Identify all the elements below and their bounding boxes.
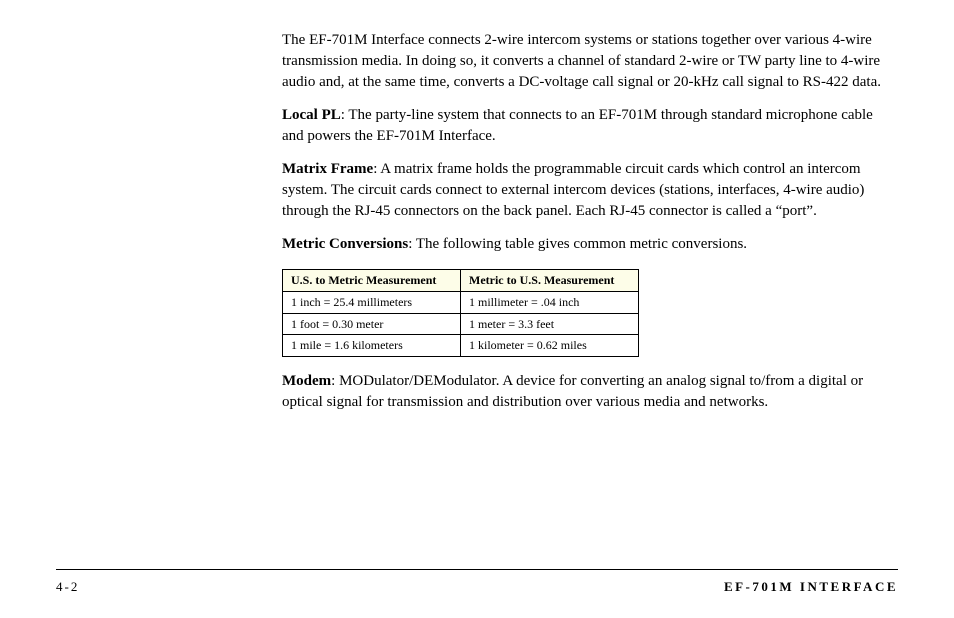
table-header-metric: Metric to U.S. Measurement	[461, 270, 639, 292]
local-pl-label: Local PL	[282, 107, 341, 123]
page-footer: 4-2 EF-701M INTERFACE	[56, 578, 898, 596]
matrix-frame-label: Matrix Frame	[282, 161, 373, 177]
metric-conversions-paragraph: Metric Conversions: The following table …	[282, 234, 892, 255]
footer-title: EF-701M INTERFACE	[724, 578, 898, 596]
page-number: 4-2	[56, 578, 79, 596]
table-row: 1 foot = 0.30 meter 1 meter = 3.3 feet	[283, 313, 639, 335]
main-content: The EF-701M Interface connects 2-wire in…	[282, 30, 892, 413]
modem-text: : MODulator/DEModulator. A device for co…	[282, 373, 863, 410]
table-cell: 1 millimeter = .04 inch	[461, 291, 639, 313]
footer-rule	[56, 569, 898, 570]
table-row: 1 mile = 1.6 kilometers 1 kilometer = 0.…	[283, 335, 639, 357]
local-pl-text: : The party-line system that connects to…	[282, 107, 873, 144]
table-cell: 1 foot = 0.30 meter	[283, 313, 461, 335]
modem-label: Modem	[282, 373, 331, 389]
intro-paragraph: The EF-701M Interface connects 2-wire in…	[282, 30, 892, 93]
table-cell: 1 meter = 3.3 feet	[461, 313, 639, 335]
table-cell: 1 inch = 25.4 millimeters	[283, 291, 461, 313]
matrix-frame-paragraph: Matrix Frame: A matrix frame holds the p…	[282, 159, 892, 222]
metric-conversions-text: : The following table gives common metri…	[408, 236, 747, 252]
table-header-row: U.S. to Metric Measurement Metric to U.S…	[283, 270, 639, 292]
table-row: 1 inch = 25.4 millimeters 1 millimeter =…	[283, 291, 639, 313]
table-cell: 1 mile = 1.6 kilometers	[283, 335, 461, 357]
modem-paragraph: Modem: MODulator/DEModulator. A device f…	[282, 371, 892, 413]
table-cell: 1 kilometer = 0.62 miles	[461, 335, 639, 357]
conversion-table: U.S. to Metric Measurement Metric to U.S…	[282, 269, 639, 357]
local-pl-paragraph: Local PL: The party-line system that con…	[282, 105, 892, 147]
table-header-us: U.S. to Metric Measurement	[283, 270, 461, 292]
metric-conversions-label: Metric Conversions	[282, 236, 408, 252]
